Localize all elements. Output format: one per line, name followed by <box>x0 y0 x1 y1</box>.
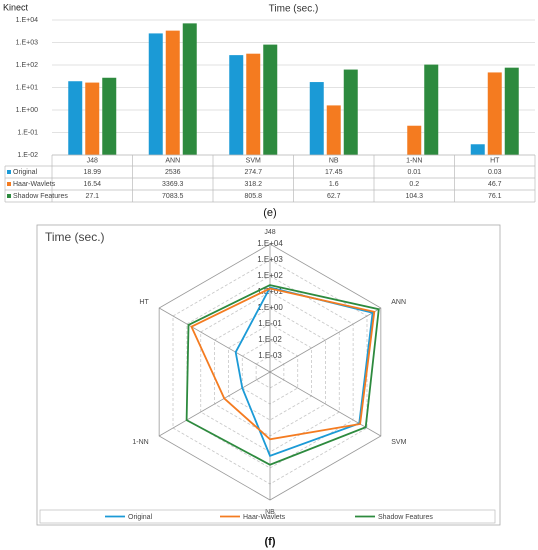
bar <box>504 67 519 155</box>
bar <box>102 77 117 155</box>
y-tick-label: 1.E+02 <box>16 62 38 69</box>
x-tick-label: J48 <box>87 157 98 164</box>
table-value: 0.01 <box>407 169 421 176</box>
table-value: 62.7 <box>327 193 341 200</box>
bar <box>182 23 197 156</box>
chart-title: Time (sec.) <box>269 4 319 15</box>
r-tick-label: 1.E+02 <box>257 271 283 280</box>
r-tick-label: 1.E+04 <box>257 239 283 248</box>
r-tick-label: 1.E-01 <box>258 319 282 328</box>
r-tick-label: 1.E-02 <box>258 335 282 344</box>
legend-box <box>39 509 496 524</box>
y-tick-label: 1.E+04 <box>16 17 38 24</box>
table-value: 1.6 <box>329 181 339 188</box>
category-label: J48 <box>264 229 275 236</box>
r-tick-label: 1.E+03 <box>257 255 283 264</box>
x-tick-label: HT <box>490 157 500 164</box>
legend-swatch <box>7 194 11 198</box>
bar <box>487 72 502 155</box>
radar-line <box>190 287 376 441</box>
table-value: 46.7 <box>488 181 502 188</box>
table-value: 76.1 <box>488 193 502 200</box>
table-value: 805.8 <box>244 193 262 200</box>
spoke <box>269 371 382 437</box>
caption: (f) <box>265 536 276 548</box>
table-value: 17.45 <box>325 169 343 176</box>
bar <box>165 30 180 156</box>
y-tick-label: 1.E-02 <box>17 152 38 159</box>
bar <box>470 144 485 155</box>
legend-swatch <box>7 182 11 186</box>
spoke <box>158 307 271 373</box>
chart-annotation: Kinect <box>3 2 29 12</box>
category-label: SVM <box>391 439 406 446</box>
category-label: ANN <box>391 299 406 306</box>
table-value: 27.1 <box>85 193 99 200</box>
table-value: 16.54 <box>83 181 101 188</box>
r-tick-label: 1.E-03 <box>258 351 282 360</box>
bar <box>148 33 163 155</box>
bar <box>343 69 358 155</box>
table-value: 318.2 <box>244 181 262 188</box>
bar <box>246 53 261 155</box>
bar <box>68 81 83 155</box>
spoke <box>158 371 271 437</box>
x-tick-label: 1-NN <box>406 157 422 164</box>
bar <box>326 105 341 155</box>
bar <box>229 55 244 155</box>
radar-line <box>185 284 380 466</box>
chart-title: Time (sec.) <box>45 230 105 244</box>
legend-label: Original <box>128 514 153 521</box>
category-label: HT <box>139 299 149 306</box>
legend-label: Shadow Features <box>13 193 68 200</box>
r-tick-label: 1.E+01 <box>257 287 283 296</box>
legend-label: Haar-Wavlets <box>13 181 56 188</box>
legend-label: Original <box>13 169 38 176</box>
radar-line <box>234 286 374 458</box>
table-value: 104.3 <box>405 193 423 200</box>
legend-label: Shadow Features <box>378 514 433 521</box>
bar <box>309 82 324 155</box>
bar <box>263 44 278 155</box>
bar <box>424 64 439 155</box>
spoke <box>269 307 382 373</box>
table-value: 0.03 <box>488 169 502 176</box>
table-value: 2536 <box>165 169 181 176</box>
x-tick-label: ANN <box>165 157 180 164</box>
table-value: 0.2 <box>409 181 419 188</box>
bar <box>85 82 100 155</box>
table-value: 18.99 <box>83 169 101 176</box>
x-tick-label: SVM <box>246 157 261 164</box>
category-label: 1-NN <box>132 439 148 446</box>
legend-label: Haar-Wavlets <box>243 514 286 521</box>
y-tick-label: 1.E+03 <box>16 39 38 46</box>
table-value: 7083.5 <box>162 193 184 200</box>
y-tick-label: 1.E+01 <box>16 84 38 91</box>
y-tick-label: 1.E+00 <box>16 107 38 114</box>
table-value: 274.7 <box>244 169 262 176</box>
bar <box>407 125 422 155</box>
r-tick-label: 1.E+00 <box>257 303 283 312</box>
frame <box>36 224 501 526</box>
y-tick-label: 1.E-01 <box>17 129 38 136</box>
table-value: 3369.3 <box>162 181 184 188</box>
legend-swatch <box>7 170 11 174</box>
x-tick-label: NB <box>329 157 339 164</box>
category-label: NB <box>265 509 275 516</box>
caption: (e) <box>263 207 276 219</box>
